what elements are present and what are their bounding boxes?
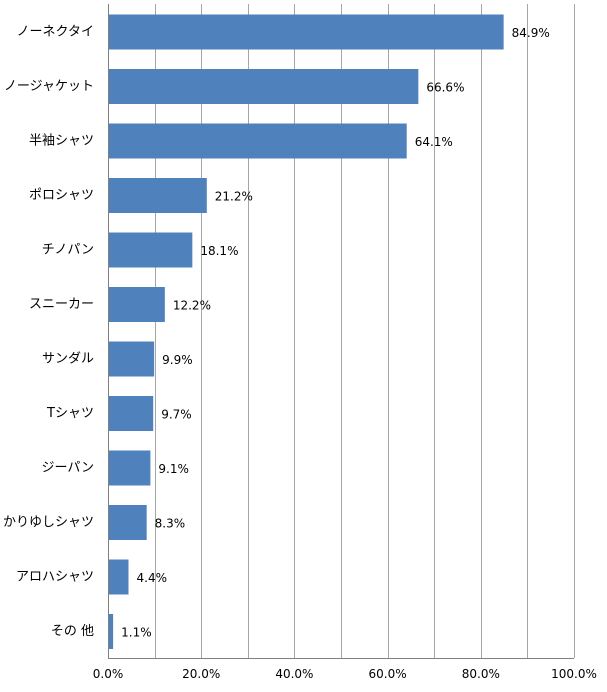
data-label-0: 84.9% xyxy=(512,26,550,40)
category-label-1: ノージャケット xyxy=(4,79,94,94)
bar-0 xyxy=(108,14,504,50)
bar-4 xyxy=(108,232,193,268)
bar-9 xyxy=(108,505,147,540)
gridlines xyxy=(155,4,575,658)
data-label-4: 18.1% xyxy=(200,244,238,258)
category-label-10: アロハシャツ xyxy=(16,570,94,585)
bar-10 xyxy=(108,559,129,595)
bar-3 xyxy=(108,178,207,213)
category-label-0: ノーネクタイ xyxy=(17,25,94,40)
category-label-3: ポロシャツ xyxy=(29,188,94,203)
bars xyxy=(108,14,504,649)
data-label-5: 12.2% xyxy=(173,299,211,313)
data-label-6: 9.9% xyxy=(162,353,193,367)
data-labels: 84.9% 66.6% 64.1% 21.2% 18.1% 12.2% 9.9% 9.7% 9.… xyxy=(121,26,550,640)
axis-lines xyxy=(108,4,574,659)
bar-7 xyxy=(108,396,154,431)
data-label-7: 9.7% xyxy=(161,408,192,422)
x-tick-label-4: 80.0% xyxy=(462,667,500,681)
x-tick-label-1: 20.0% xyxy=(182,667,220,681)
data-label-11: 1.1% xyxy=(121,626,152,640)
data-label-1: 66.6% xyxy=(426,81,464,95)
x-tick-label-3: 60.0% xyxy=(369,667,407,681)
bar-8 xyxy=(108,450,151,486)
category-label-8: ジーパン xyxy=(41,461,94,476)
x-tick-label-2: 40.0% xyxy=(275,667,313,681)
x-tick-label-5: 100.0% xyxy=(551,667,597,681)
data-label-8: 9.1% xyxy=(158,462,189,476)
category-label-4: チノパン xyxy=(42,243,94,258)
category-label-2: 半袖シャツ xyxy=(29,134,94,149)
bar-1 xyxy=(108,69,419,104)
data-label-3: 21.2% xyxy=(215,190,253,204)
bar-2 xyxy=(108,123,407,159)
category-label-6: サンダル xyxy=(42,352,94,367)
category-label-11: その 他 xyxy=(51,624,94,639)
data-label-2: 64.1% xyxy=(415,135,453,149)
category-label-7: Tシャツ xyxy=(46,406,94,421)
bar-6 xyxy=(108,341,155,377)
x-tick-label-0: 0.0% xyxy=(93,667,124,681)
data-label-10: 4.4% xyxy=(137,571,168,585)
category-label-5: スニーカー xyxy=(29,297,94,312)
x-tick-labels: 0.0% 20.0% 40.0% 60.0% 80.0% 100.0% xyxy=(93,667,597,681)
data-label-9: 8.3% xyxy=(155,517,186,531)
bar-5 xyxy=(108,287,165,322)
category-label-9: かりゆしシャツ xyxy=(3,515,94,530)
bar-11 xyxy=(108,614,114,649)
